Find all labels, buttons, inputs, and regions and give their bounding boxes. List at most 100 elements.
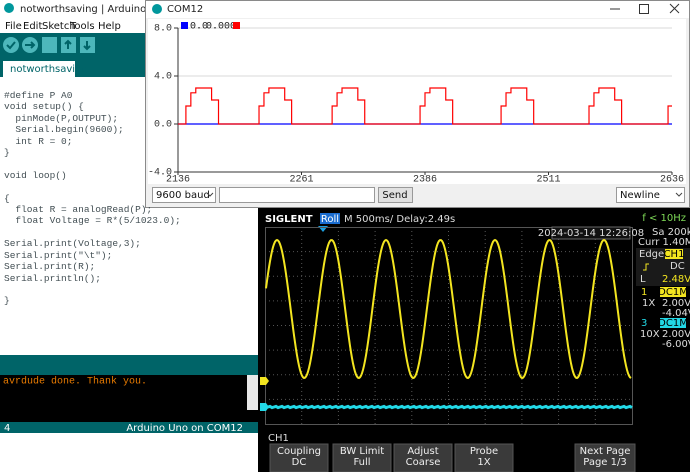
menu-button-value: DC: [292, 457, 307, 468]
trigger-source-badge: [665, 249, 683, 259]
verify-icon: [6, 41, 16, 50]
ch1-coupling-badge: [660, 287, 686, 297]
ch1-offset: -4.04V: [662, 308, 690, 319]
ch1-scale: 2.00V/: [662, 298, 690, 309]
ide-title: notworthsaving | Arduino 1.8.19: [20, 4, 181, 15]
memory-depth: Curr 1.40Mpts: [638, 237, 690, 248]
open-icon: [64, 39, 72, 49]
series-line: [178, 87, 672, 125]
menu-button-label: Coupling: [277, 446, 321, 457]
trigger-type: Edge: [639, 249, 664, 260]
datetime-box: [551, 226, 631, 240]
ch3-coupling-badge: [660, 318, 686, 328]
menu-button-value: Coarse: [406, 457, 441, 468]
new-button[interactable]: [42, 37, 57, 53]
ch3-scale: 2.00V/: [662, 329, 690, 340]
ch3-trace: [265, 404, 633, 410]
legend-label: 0.0: [190, 22, 208, 33]
menu-button[interactable]: [574, 443, 636, 472]
trigger-level-label: L: [640, 274, 646, 285]
dropdown-arrow: [206, 192, 214, 197]
ch3-offset: -6.00V: [662, 339, 690, 350]
maximize-button[interactable]: [639, 4, 649, 14]
menu-button[interactable]: [393, 443, 453, 472]
plot-area: [148, 19, 686, 184]
oscilloscope: SIGLENT Roll M 500ms/ Delay:2.49s f < 10…: [258, 208, 690, 472]
ch3-marker: [260, 403, 269, 411]
dropdown-arrow: [675, 192, 683, 197]
console-header: [0, 355, 258, 375]
menu-button-label: Next Page: [580, 446, 631, 457]
send-button[interactable]: [378, 187, 413, 203]
serial-plotter-window: COM12 9600 baud Send Newline 8.0 4.0 0.0 -4…: [145, 0, 690, 208]
scope-brand: SIGLENT: [265, 214, 313, 225]
plotter-title: COM12: [167, 4, 203, 15]
verify-button[interactable]: [3, 37, 19, 53]
ch3-number: 3: [641, 318, 647, 329]
menu-button-label: Adjust: [407, 446, 438, 457]
y-tick-label: 4.0: [154, 72, 172, 83]
trigger-level: 2.48V: [662, 274, 690, 285]
ch3-coupling: DC1M: [658, 318, 688, 329]
close-button[interactable]: [669, 3, 680, 14]
menu-button-value: Full: [353, 457, 370, 468]
legend-label: 0.000: [206, 22, 236, 33]
mode-badge: [320, 213, 340, 224]
send-label: Send: [382, 190, 407, 201]
menu-button[interactable]: [332, 443, 392, 472]
x-tick-label: 2511: [536, 175, 560, 186]
line-ending-select[interactable]: [616, 187, 685, 203]
tab[interactable]: [3, 61, 75, 77]
baud-select[interactable]: [152, 187, 216, 203]
legend-swatch: [233, 22, 240, 29]
baud-label: 9600 baud: [156, 190, 210, 201]
ch1-coupling: DC1M: [658, 287, 688, 298]
scope-datetime: 2024-03-14 12:26:08: [538, 228, 644, 239]
ch3-probe: 10X: [640, 329, 660, 340]
plotter-title-bar: [146, 1, 689, 18]
console: [0, 375, 258, 422]
menu-button-value: Page 1/3: [583, 457, 626, 468]
y-tick-label: -4.0: [148, 168, 172, 179]
scope-timebase: M 500ms/ Delay:2.49s: [344, 214, 455, 225]
x-tick-label: 2136: [166, 175, 190, 186]
console-scrollbar: [247, 375, 258, 410]
send-input[interactable]: [219, 187, 375, 203]
sample-rate: Sa 200kSa/s: [652, 227, 690, 238]
menu-item[interactable]: File: [5, 21, 22, 32]
ch1-number: 1: [641, 287, 647, 298]
menu-item[interactable]: Tools: [69, 21, 95, 32]
scope-frequency: f < 10Hz: [642, 213, 686, 224]
line-ending-label: Newline: [620, 190, 660, 201]
menu-item[interactable]: Edit: [23, 21, 42, 32]
console-text: avrdude done. Thank you.: [3, 376, 147, 388]
status-board: Arduino Uno on COM12: [126, 423, 243, 434]
menu-item[interactable]: Help: [98, 21, 121, 32]
scope-screen: [258, 208, 690, 472]
tab-label: notworthsaving: [10, 64, 88, 75]
legend-swatch: [181, 22, 188, 29]
x-tick-label: 2386: [413, 175, 437, 186]
ch1-probe: 1X: [642, 298, 655, 309]
ch1-marker: [260, 377, 269, 385]
menu-button-label: BW Limit: [340, 446, 384, 457]
trigger-source: CH1: [664, 249, 685, 260]
ch1-trace: [265, 238, 632, 380]
menu-button[interactable]: [269, 443, 329, 472]
trigger-coupling: DC: [670, 261, 685, 272]
save-icon: [83, 41, 91, 51]
menu-title: CH1: [268, 433, 289, 444]
status-bar: [0, 422, 258, 433]
menu-button-label: Probe: [470, 446, 498, 457]
menu-item[interactable]: Sketch: [42, 21, 76, 32]
edge-icon: [643, 263, 649, 271]
y-tick-label: 0.0: [154, 120, 172, 131]
x-tick-label: 2261: [289, 175, 313, 186]
menu-button-value: 1X: [477, 457, 490, 468]
menu-button[interactable]: [454, 443, 514, 472]
status-line: 4: [4, 423, 10, 434]
ide-icon: [4, 3, 14, 13]
y-tick-label: 8.0: [154, 24, 172, 35]
upload-icon: [25, 41, 36, 49]
